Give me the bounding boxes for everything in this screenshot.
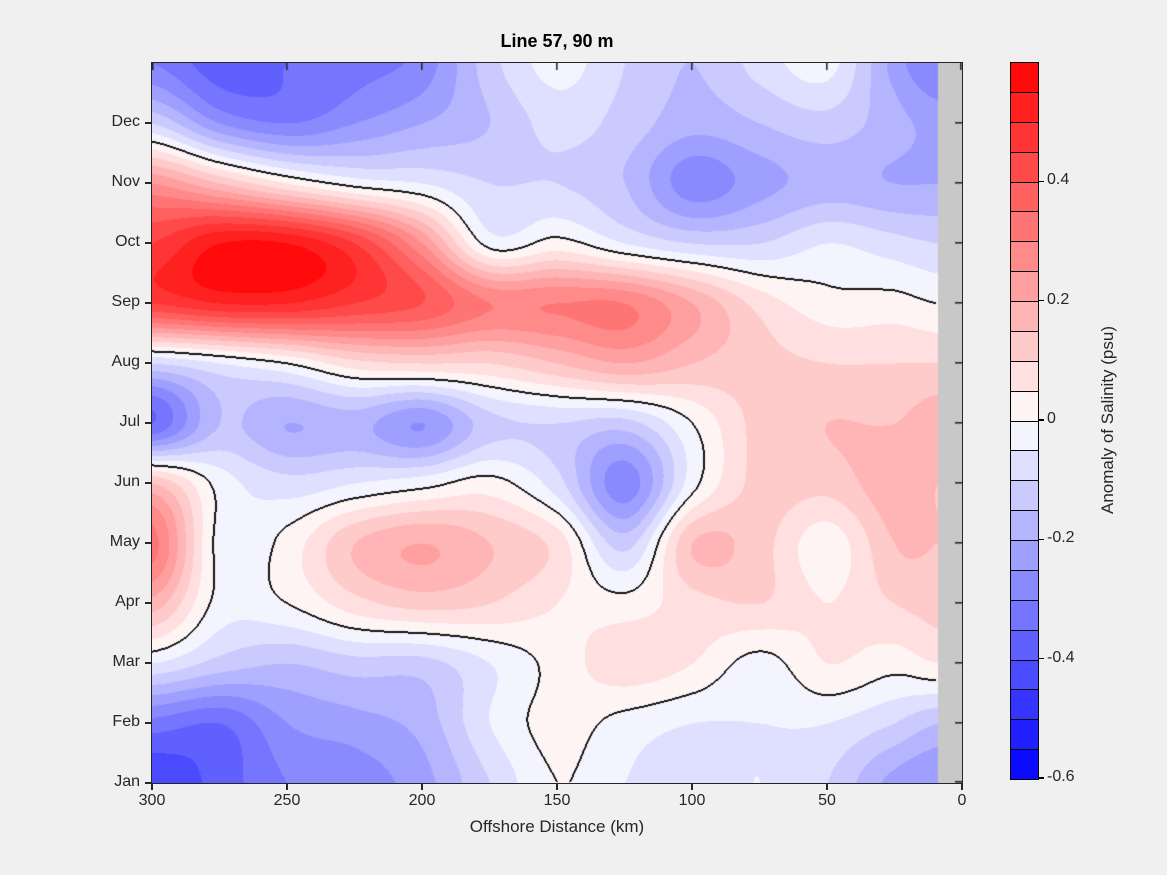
colorbar-tick-label: -0.6 [1047,768,1075,785]
y-tick-label: Jan [114,773,140,790]
colorbar-segment [1011,750,1038,779]
y-axis-tick [145,362,152,364]
y-axis-tick [145,782,152,784]
x-tick-label: 100 [678,792,706,809]
y-axis-tick [145,302,152,304]
y-tick-label: May [109,533,140,550]
colorbar-axis-label: Anomaly of Salinity (psu) [1098,325,1117,515]
x-axis-tick [151,784,153,790]
y-tick-label: Mar [112,653,140,670]
y-axis-tick [145,482,152,484]
colorbar-segment [1011,630,1038,661]
colorbar-tick [1038,299,1044,302]
colorbar-tick [1038,180,1044,183]
x-axis-tick [556,784,558,790]
contour-plot-canvas [152,63,962,783]
colorbar-segment [1011,511,1038,541]
colorbar-segment [1011,421,1038,452]
y-axis-tick [145,722,152,724]
colorbar-segment [1011,302,1038,332]
x-axis-tick [691,784,693,790]
x-tick-label: 200 [408,792,436,809]
y-axis-tick [145,242,152,244]
colorbar-segment [1011,122,1038,153]
colorbar-tick-label: -0.4 [1047,648,1075,666]
y-tick-label: Apr [115,593,140,610]
colorbar-segment [1011,331,1038,362]
x-axis-tick [286,784,288,790]
y-tick-label: Jun [114,473,140,490]
x-axis-label: Offshore Distance (km) [469,817,645,836]
y-tick-label: Oct [115,233,140,250]
y-axis-tick [145,602,152,604]
y-axis-tick [145,182,152,184]
colorbar [1010,62,1039,780]
colorbar-tick-label: 0.2 [1047,290,1070,308]
colorbar-segment [1011,242,1038,273]
y-tick-label: Sep [111,293,140,310]
colorbar-segment [1011,570,1038,601]
colorbar-segment [1011,212,1038,243]
y-tick-label: Nov [111,173,140,190]
colorbar-segment [1011,720,1038,751]
x-tick-label: 50 [818,792,836,809]
colorbar-segment [1011,272,1038,302]
colorbar-tick [1038,538,1044,541]
x-axis-tick [826,784,828,790]
x-axis-tick [421,784,423,790]
colorbar-segment [1011,451,1038,482]
x-tick-label: 300 [138,792,166,809]
x-tick-label: 250 [273,792,301,809]
colorbar-tick [1038,657,1044,660]
y-axis-tick [145,542,152,544]
colorbar-segment [1011,391,1038,422]
x-axis-tick [961,784,963,790]
y-tick-label: Dec [111,113,140,130]
y-axis-tick [145,662,152,664]
y-axis-tick [145,122,152,124]
colorbar-segment [1011,182,1038,213]
colorbar-segment [1011,361,1038,392]
colorbar-tick [1038,777,1044,779]
colorbar-tick-label: -0.2 [1047,529,1075,547]
y-tick-label: Aug [111,353,140,370]
x-tick-label: 0 [957,792,967,809]
colorbar-tick-label: 0 [1047,410,1056,427]
x-tick-label: 150 [543,792,571,809]
plot-area [151,62,963,784]
y-tick-label: Jul [119,413,140,430]
colorbar-segment [1011,690,1038,721]
colorbar-segment [1011,481,1038,512]
colorbar-segment [1011,541,1038,571]
colorbar-tick-label: 0.4 [1047,171,1070,189]
colorbar-segment [1011,600,1038,631]
colorbar-segment [1011,63,1038,93]
colorbar-segment [1011,92,1038,123]
colorbar-segment [1011,152,1038,183]
colorbar-tick [1038,419,1044,421]
colorbar-segment [1011,660,1038,691]
chart-title: Line 57, 90 m [500,31,614,51]
y-axis-tick [145,422,152,424]
y-tick-label: Feb [112,713,140,730]
